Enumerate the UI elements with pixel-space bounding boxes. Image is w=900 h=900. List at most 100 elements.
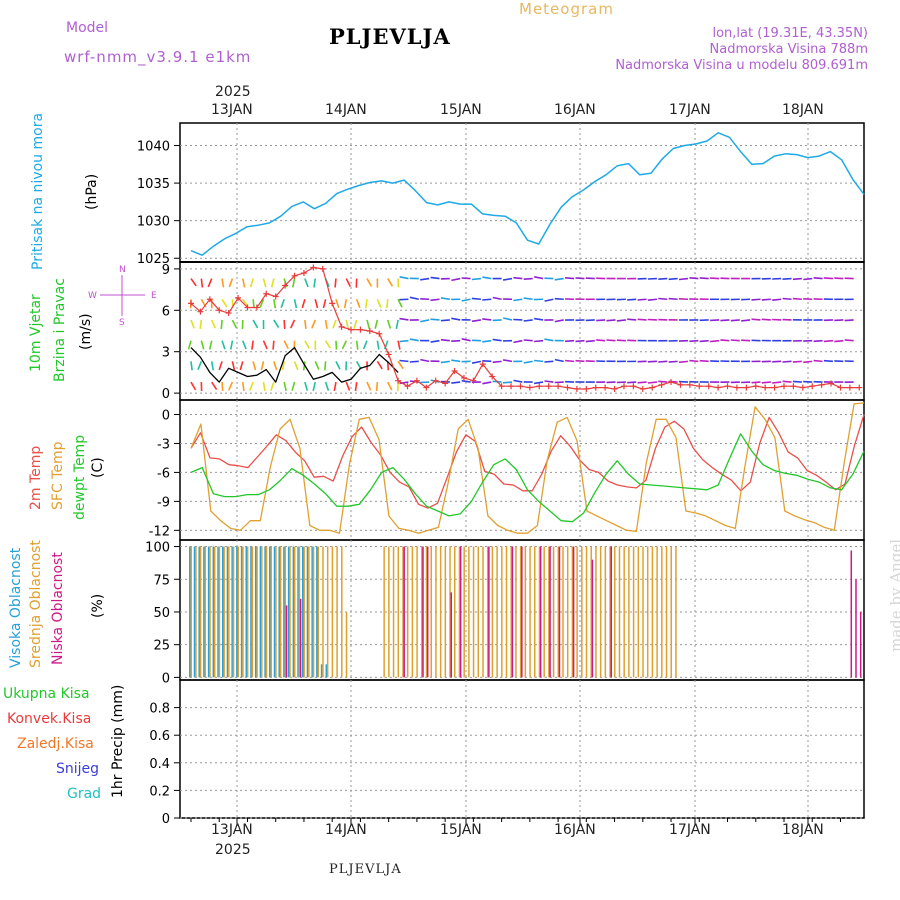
wind-arrow [335, 299, 340, 309]
wind-arrow [461, 298, 471, 302]
wind-arrow [585, 339, 595, 343]
wind-arrow [332, 319, 337, 329]
watermark: made by Angel [887, 538, 900, 652]
wind-arrow [792, 277, 802, 281]
wind-arrow [239, 361, 244, 371]
wind-arrow [302, 361, 306, 371]
bottom-year-label: 2025 [215, 842, 251, 858]
wind-arrow [355, 298, 361, 308]
wind-arrow [461, 277, 471, 280]
wind-arrow [259, 298, 265, 308]
wind-arrow [751, 381, 761, 384]
gust-marker [432, 377, 439, 384]
wind-arrow [482, 381, 492, 385]
sfc-temp-line [190, 402, 865, 534]
cloud-mid-label: Srednja Oblacnost [28, 540, 44, 668]
wind-arrow [304, 340, 310, 349]
wind-arrow [513, 276, 523, 280]
gust-marker [300, 270, 307, 277]
y-tick-label-5: 0.2 [149, 784, 170, 799]
gust-marker [780, 383, 787, 390]
wind-arrow [283, 381, 287, 391]
wind-arrow [502, 381, 513, 384]
wind-arrow [492, 296, 502, 301]
wind-arrow [218, 361, 223, 371]
wind-arrow [471, 277, 481, 281]
bottom-day-label: 13JAN [211, 822, 253, 838]
wind-arrow [230, 340, 234, 350]
wind-unit: (m/s) [78, 313, 94, 350]
wind-arrow [730, 319, 740, 322]
wind-arrow [301, 299, 306, 309]
wind-arrow [782, 297, 792, 301]
panel-frame-2 [179, 261, 865, 401]
gust-marker [404, 383, 411, 390]
wind-arrow [228, 278, 234, 288]
wind-arrow [397, 360, 404, 370]
gust-markers [188, 264, 863, 392]
wind-arrow [823, 339, 834, 343]
wind-arrow [293, 361, 299, 371]
wind-arrow [523, 319, 533, 322]
wind-arrow [482, 298, 492, 301]
y-tick-label-4: 50 [153, 606, 170, 621]
wind-arrow [353, 319, 358, 329]
wind-arrow [772, 381, 782, 384]
gust-marker [357, 326, 364, 333]
gust-marker [489, 373, 496, 380]
wind-arrow [293, 299, 298, 309]
gust-marker [263, 290, 270, 297]
wind-arrow [355, 340, 359, 350]
wind-arrow [440, 319, 450, 322]
wind-arrow [335, 340, 338, 350]
wind-arrow [386, 361, 390, 371]
wind-arrow [647, 298, 658, 301]
wind-arrow [208, 340, 213, 350]
wind-arrow [375, 381, 379, 392]
meteogram-title: Meteogram [519, 0, 614, 18]
wind-arrow [534, 359, 544, 363]
wind-arrow [270, 278, 275, 288]
cloud-mid-bars [190, 546, 677, 678]
wind-arrow [311, 319, 316, 329]
wind-arrow [544, 360, 554, 363]
y-tick-label-5: 0.8 [149, 702, 170, 717]
wind-arrow [482, 276, 492, 280]
wind-speed-line [190, 346, 399, 383]
wind-arrow [451, 277, 461, 282]
wind-label-1: 10m Vjetar [28, 294, 44, 372]
gust-marker [460, 374, 467, 381]
gust-marker [649, 384, 656, 391]
gust-marker [818, 381, 825, 388]
wind-arrow [502, 359, 513, 363]
wind-arrow [471, 297, 481, 301]
wind-arrow [190, 381, 197, 391]
y-tick-label-4: 0 [162, 671, 170, 686]
wind-arrow [678, 277, 689, 281]
precip-snow-label: Snijeg [56, 761, 100, 777]
wind-arrow [231, 361, 236, 371]
bottom-day-label: 14JAN [325, 822, 367, 838]
wind-arrow [272, 340, 275, 350]
wind-arrow [482, 318, 492, 321]
wind-arrow [334, 278, 337, 288]
wind-arrow [575, 339, 585, 343]
wind-arrow [440, 297, 450, 301]
wind-arrow [741, 319, 751, 322]
wind-arrow [502, 277, 513, 281]
wind-arrow [341, 340, 348, 350]
gust-marker [319, 265, 326, 272]
wind-arrow [554, 319, 564, 323]
gust-marker [348, 326, 355, 333]
wind-arrow [730, 339, 740, 342]
gust-marker [846, 384, 853, 391]
wind-arrow [374, 319, 379, 329]
gust-marker [762, 384, 769, 391]
wind-arrow [813, 359, 823, 363]
y-tick-label-2: 6 [162, 304, 170, 319]
compass-n: N [119, 265, 126, 275]
y-tick-label-3: -6 [157, 466, 170, 481]
wind-arrow [251, 340, 254, 350]
wind-arrow [658, 380, 668, 383]
wind-arrow [565, 339, 575, 343]
